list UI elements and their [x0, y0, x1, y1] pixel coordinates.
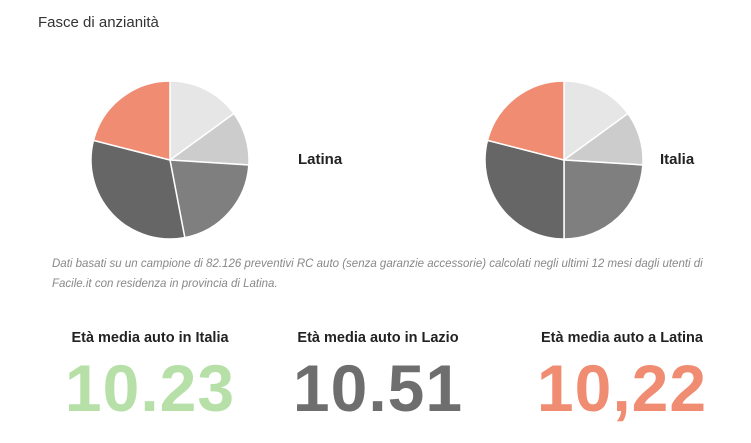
pie-slice-5	[92, 80, 171, 161]
pie-slice-4	[90, 139, 186, 240]
stat-value: 10,22	[536, 351, 708, 425]
pie-chart-italia	[484, 80, 644, 240]
data-source-note: Dati basati su un campione di 82.126 pre…	[52, 258, 703, 290]
pie-label-latina: Latina	[298, 151, 343, 168]
pie-slice-1	[563, 80, 629, 162]
stat-label: Età media auto in Italia	[71, 330, 229, 346]
pie-slice-5	[486, 80, 565, 161]
stat-label: Età media auto in Lazio	[297, 330, 459, 346]
section-title: Fasce di anzianità	[38, 14, 159, 31]
pie-label-italia: Italia	[660, 151, 695, 168]
pie-slice-4	[484, 139, 565, 240]
pie-chart-latina	[90, 80, 250, 240]
pie-slice-1	[169, 80, 235, 162]
pie-slice-3	[563, 159, 644, 240]
stat-value: 10.51	[292, 351, 464, 425]
stat-label: Età media auto a Latina	[541, 330, 703, 346]
stat-lazio: Età media auto in Lazio 10.51	[258, 330, 498, 422]
stat-latina: Età media auto a Latina 10,22	[502, 330, 742, 422]
stat-italia: Età media auto in Italia 10.23	[30, 330, 270, 422]
pie-slice-3	[169, 159, 250, 239]
stat-value: 10.23	[64, 351, 236, 425]
